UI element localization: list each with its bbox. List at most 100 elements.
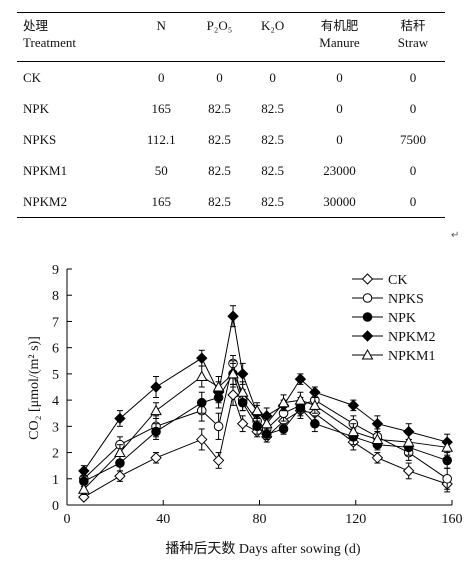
series-ck: [78, 383, 453, 503]
series-line: [83, 363, 448, 480]
y-tick-label: 3: [52, 420, 59, 435]
data-point: [347, 425, 360, 437]
table-cell: NPK: [23, 100, 50, 116]
legend-label: NPKS: [388, 292, 424, 307]
y-axis-label: CO₂ [μmol/(m² s)]: [27, 336, 42, 440]
x-tick-label: 80: [253, 512, 267, 527]
table-cell: 30000: [323, 193, 356, 209]
data-point: [347, 399, 360, 412]
y-tick-label: 9: [52, 263, 59, 278]
data-point: [251, 404, 263, 416]
table-cell: 0: [409, 69, 417, 85]
data-point: [402, 436, 415, 447]
series-line: [83, 392, 448, 498]
data-point: [308, 399, 321, 410]
data-point: [212, 454, 225, 467]
co2-flux-chart: 0 40 80 120 160 0 1 2 3 4 5 6 7 8 9 CK NPKS NPK NPKM2 NPKM…: [27, 263, 463, 557]
table-row: NPK 165 82.5 82.5 0 0: [17, 93, 445, 124]
table-cell: NPKM2: [23, 193, 68, 209]
table-cell: 0: [216, 69, 223, 85]
header-en: K₂O: [260, 18, 285, 33]
table-cell: 82.5: [208, 162, 231, 178]
data-point: [227, 367, 239, 379]
chart-series-layer: [77, 305, 454, 503]
data-point: [277, 396, 290, 408]
data-point: [151, 426, 161, 437]
y-tick-label: 6: [52, 342, 59, 357]
data-point: [294, 394, 307, 405]
y-tick-label: 8: [52, 289, 59, 304]
y-tick-label: 1: [52, 473, 59, 488]
data-point: [114, 446, 126, 458]
data-point: [236, 418, 249, 430]
data-point: [77, 483, 90, 494]
series-npkm1: [77, 360, 454, 496]
header-cn: 秸秆: [400, 18, 426, 33]
table-cell: 82.5: [261, 162, 284, 178]
series-line: [83, 373, 448, 490]
table-cell: 82.5: [261, 131, 284, 147]
data-point: [212, 380, 225, 392]
data-point: [78, 465, 90, 477]
table-cell: 165: [151, 193, 171, 209]
y-tick-label: 7: [52, 315, 59, 330]
data-point: [442, 455, 452, 466]
data-point: [278, 424, 289, 434]
data-point: [260, 417, 273, 429]
data-point: [362, 293, 373, 303]
data-point: [294, 373, 307, 385]
data-point: [441, 441, 454, 452]
chart-axes: 0 40 80 120 160 0 1 2 3 4 5 6 7 8 9: [52, 263, 463, 527]
table-cell: 7500: [399, 131, 426, 147]
data-point: [114, 470, 126, 482]
table-cell: 165: [151, 100, 171, 116]
legend-item-npks: NPKS: [352, 292, 424, 307]
table-row: NPKM1 50 82.5 82.5 23000 0: [17, 155, 445, 186]
data-point: [196, 352, 208, 364]
table-cell: 82.5: [208, 100, 231, 116]
data-point: [196, 433, 208, 446]
table-cell: CK: [23, 69, 42, 85]
y-tick-label: 4: [52, 394, 59, 409]
data-point: [361, 348, 374, 360]
data-point: [150, 452, 162, 464]
table-cell: 82.5: [208, 131, 231, 147]
header-manure: 有机肥 Manure: [298, 13, 381, 62]
data-point: [195, 370, 208, 382]
header-en: Treatment: [23, 35, 76, 50]
table-cell: 82.5: [261, 193, 284, 209]
header-en: P₂O₅: [206, 18, 233, 33]
series-line: [83, 372, 448, 482]
table-cell: 50: [154, 162, 168, 178]
table-cell: 0: [336, 69, 343, 85]
table-cell: 23000: [323, 162, 356, 178]
x-tick-label: 40: [156, 512, 170, 527]
legend-label: NPKM2: [388, 330, 435, 345]
data-point: [371, 433, 384, 444]
data-point: [371, 418, 384, 430]
legend-label: CK: [388, 273, 407, 288]
data-point: [227, 310, 239, 322]
header-en: Straw: [397, 35, 429, 50]
legend-item-npkm1: NPKM1: [352, 348, 435, 364]
header-p2o5: P₂O₅: [192, 13, 247, 62]
table-cell: 82.5: [208, 193, 231, 209]
table-cell: 0: [336, 100, 343, 116]
header-treatment: 处理 Treatment: [17, 13, 131, 62]
treatment-table: 处理 Treatment N P₂O₅ K₂O 有机肥 Manure 秸秆 S: [17, 12, 445, 218]
y-tick-label: 2: [52, 447, 59, 462]
table-cell: 0: [336, 131, 343, 147]
table-cell: 0: [409, 193, 417, 209]
table-cell: 82.5: [261, 100, 284, 116]
data-point: [114, 412, 126, 425]
header-cn: 有机肥: [320, 18, 359, 33]
data-point: [236, 368, 249, 380]
data-point: [371, 452, 384, 464]
header-en: Manure: [319, 35, 360, 50]
legend-item-npk: NPK: [352, 311, 416, 326]
legend-label: NPK: [388, 311, 416, 326]
x-tick-label: 160: [442, 512, 463, 527]
header-k2o: K₂O: [247, 13, 298, 62]
legend-label: NPKM1: [388, 349, 435, 364]
data-point: [361, 273, 374, 285]
